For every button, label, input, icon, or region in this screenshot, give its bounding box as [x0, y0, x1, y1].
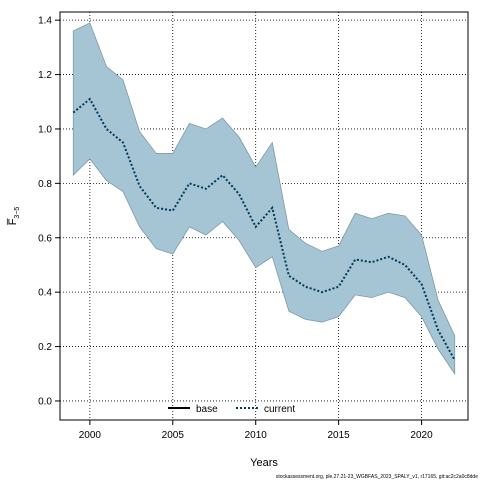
y-tick-label: 1.0	[38, 124, 52, 135]
plot-frame	[59, 11, 469, 421]
x-tick-label: 2020	[410, 430, 433, 441]
x-tick-label: 2000	[79, 430, 102, 441]
y-tick-label: 0.4	[38, 288, 52, 299]
legend-label-current: current	[264, 404, 295, 415]
legend: base current	[168, 404, 295, 415]
y-tick-label: 0.2	[38, 342, 52, 353]
y-axis-label-sub: 3−5	[14, 207, 21, 219]
axis-ticks: 2000 2005 2010 2015 2020 0.0 0.2 0.4 0.6 0.8 1.0 1.…	[38, 16, 433, 441]
x-axis-label: Years	[250, 457, 278, 469]
y-tick-label: 0.0	[38, 396, 52, 407]
x-tick-label: 2010	[245, 430, 268, 441]
y-tick-label: 0.8	[38, 179, 52, 190]
legend-label-base: base	[196, 404, 218, 415]
y-tick-label: 0.6	[38, 233, 52, 244]
y-tick-label: 1.2	[38, 70, 52, 81]
x-tick-label: 2005	[162, 430, 185, 441]
footer-text: stockassessment.org, ple.27.21-23_WGBFAS…	[276, 474, 478, 480]
y-tick-label: 1.4	[38, 16, 52, 27]
series-current-line	[72, 97, 456, 361]
svg-text:F̅3−5: F̅3−5	[7, 207, 21, 226]
x-tick-label: 2015	[328, 430, 351, 441]
y-axis-label-main: F̅	[7, 218, 19, 226]
y-axis-label: F̅3−5	[7, 207, 21, 226]
confidence-band	[72, 22, 456, 376]
